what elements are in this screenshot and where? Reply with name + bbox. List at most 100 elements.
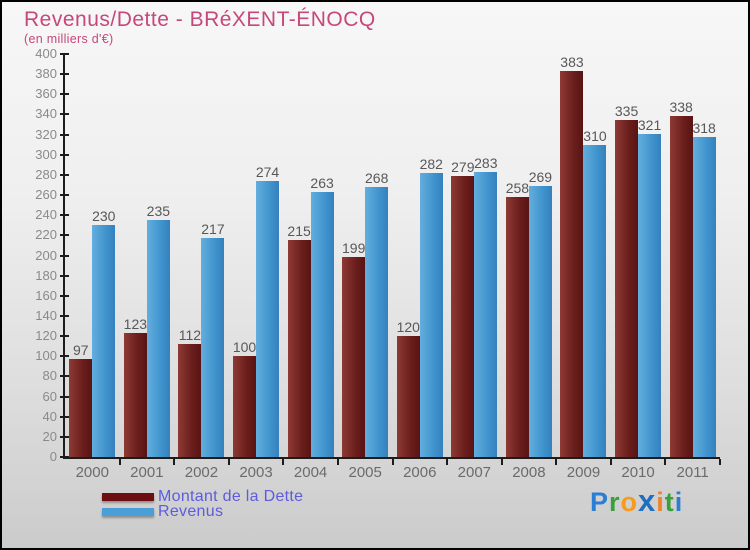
y-axis-tick-60 [60, 395, 69, 398]
y-axis-label-360: 360 [35, 86, 57, 102]
logo-letter-4: i [656, 487, 665, 517]
bar-revenus-2007: 283 [474, 155, 498, 457]
x-axis-line [63, 457, 720, 459]
y-axis-label-400: 400 [35, 46, 57, 61]
bar-dette-2000: 97 [69, 342, 93, 457]
y-axis-tick-360 [60, 93, 69, 96]
y-axis-tick-100 [60, 355, 69, 358]
bar-revenus-2000: 230 [92, 208, 115, 457]
bar-value-revenus-2001: 235 [146, 203, 171, 220]
y-axis-label-300: 300 [35, 146, 57, 162]
y-axis-tick-40 [60, 415, 69, 418]
y-axis-label-200: 200 [35, 247, 57, 263]
bar-value-dette-2010: 335 [614, 102, 639, 119]
bar-revenus-2009: 310 [583, 128, 607, 457]
bar-value-dette-2008: 258 [505, 180, 530, 197]
bar-value-dette-2011: 338 [669, 99, 693, 116]
bar-value-revenus-2006: 282 [419, 155, 443, 172]
y-axis-tick-220 [60, 234, 69, 237]
y-axis-tick-120 [60, 335, 69, 338]
y-axis-tick-300 [60, 153, 69, 156]
x-axis-tick-9 [555, 459, 558, 465]
bar-value-revenus-2000: 230 [92, 208, 116, 225]
bar-group-2001: 123 235 2001 [120, 54, 175, 481]
y-axis-tick-280 [60, 173, 69, 176]
y-axis-tick-180 [60, 274, 69, 277]
chart-subtitle: (en milliers d'€) [24, 32, 114, 46]
bar-value-dette-2000: 97 [72, 342, 89, 359]
y-axis-label-40: 40 [42, 408, 57, 424]
bar-value-dette-2003: 100 [232, 339, 257, 356]
y-axis-tick-160 [60, 294, 69, 297]
bar-dette-2011: 338 [669, 99, 693, 457]
y-axis-label-100: 100 [35, 348, 57, 364]
bar-revenus-2003: 274 [256, 164, 279, 457]
x-axis-tick-3 [227, 459, 230, 465]
y-axis-label-160: 160 [35, 287, 57, 303]
legend-swatch-revenus [102, 507, 154, 516]
logo-letter-1: r [609, 487, 621, 517]
y-axis-label-380: 380 [35, 66, 57, 82]
bar-group-2004: 215 263 2004 [283, 54, 338, 481]
chart-title: Revenus/Dette - BRéXENT-ÉNOCQ [24, 8, 376, 31]
bar-value-dette-2009: 383 [560, 54, 584, 71]
y-axis-label-140: 140 [35, 307, 57, 323]
bar-dette-2007: 279 [451, 159, 475, 457]
y-axis-tick-320 [60, 133, 69, 136]
legend-label-revenus: Revenus [158, 503, 224, 520]
bar-value-revenus-2005: 268 [364, 170, 389, 186]
x-axis-tick-11 [664, 459, 667, 465]
y-axis-tick-380 [60, 73, 69, 76]
y-axis-label-180: 180 [35, 267, 57, 283]
bar-dette-2001: 123 [124, 316, 147, 457]
y-axis-tick-240 [60, 214, 69, 217]
y-axis-label-340: 340 [35, 106, 57, 122]
x-axis-tick-7 [446, 459, 449, 465]
bar-revenus-2006: 282 [420, 156, 443, 457]
y-axis-label-120: 120 [35, 328, 57, 344]
bar-value-dette-2001: 123 [123, 316, 148, 333]
x-axis-tick-6 [391, 459, 394, 465]
y-axis-tick-340 [60, 113, 69, 116]
x-axis-label-2009: 2009 [566, 464, 601, 481]
legend-item-dette: Montant de la Dette [102, 489, 303, 505]
bar-value-dette-2006: 120 [396, 319, 420, 336]
x-axis-label-2007: 2007 [457, 464, 492, 481]
bar-dette-2003: 100 [233, 339, 256, 457]
x-axis-label-2005: 2005 [348, 464, 382, 481]
bar-revenus-2010: 321 [638, 117, 661, 457]
x-axis-label-2010: 2010 [621, 464, 655, 481]
y-axis-label-240: 240 [35, 207, 57, 223]
y-axis-label-280: 280 [35, 166, 57, 182]
logo-letter-3: x [638, 483, 657, 518]
x-axis-tick-10 [609, 459, 612, 465]
bar-group-2005: 199 268 2005 [338, 54, 393, 481]
bar-group-2000: 97 230 2000 [65, 54, 120, 481]
bar-groups: 97 230 2000 123 235 2001 112 217 2002 100 274 2003 2… [65, 54, 720, 481]
bar-value-dette-2002: 112 [178, 327, 202, 344]
x-axis-label-2011: 2011 [676, 464, 709, 481]
bar-group-2002: 112 217 2002 [174, 54, 229, 481]
legend: Montant de la Dette Revenus [102, 489, 303, 520]
proxiti-logo: Proxiti [590, 483, 683, 519]
legend-item-revenus: Revenus [102, 503, 303, 520]
bar-group-2009: 383 310 2009 [556, 54, 611, 481]
bar-dette-2009: 383 [560, 54, 584, 457]
x-axis-label-2003: 2003 [239, 464, 273, 481]
y-axis-tick-20 [60, 435, 69, 438]
bar-value-revenus-2010: 321 [637, 116, 662, 133]
x-axis-tick-12 [719, 459, 721, 465]
bar-value-revenus-2008: 269 [528, 168, 553, 185]
y-axis-label-220: 220 [35, 227, 57, 243]
logo-letter-5: t [664, 487, 675, 517]
x-axis-label-2000: 2000 [75, 464, 109, 481]
bar-group-2007: 279 283 2007 [447, 54, 502, 481]
x-axis-label-2004: 2004 [293, 464, 328, 481]
x-axis-label-2006: 2006 [403, 464, 437, 481]
x-axis-label-2001: 2001 [130, 464, 164, 481]
bar-dette-2010: 335 [615, 103, 638, 457]
x-axis-tick-5 [336, 459, 339, 465]
bar-dette-2008: 258 [506, 180, 529, 457]
bar-revenus-2001: 235 [147, 203, 170, 457]
bar-value-revenus-2004: 263 [310, 175, 334, 192]
